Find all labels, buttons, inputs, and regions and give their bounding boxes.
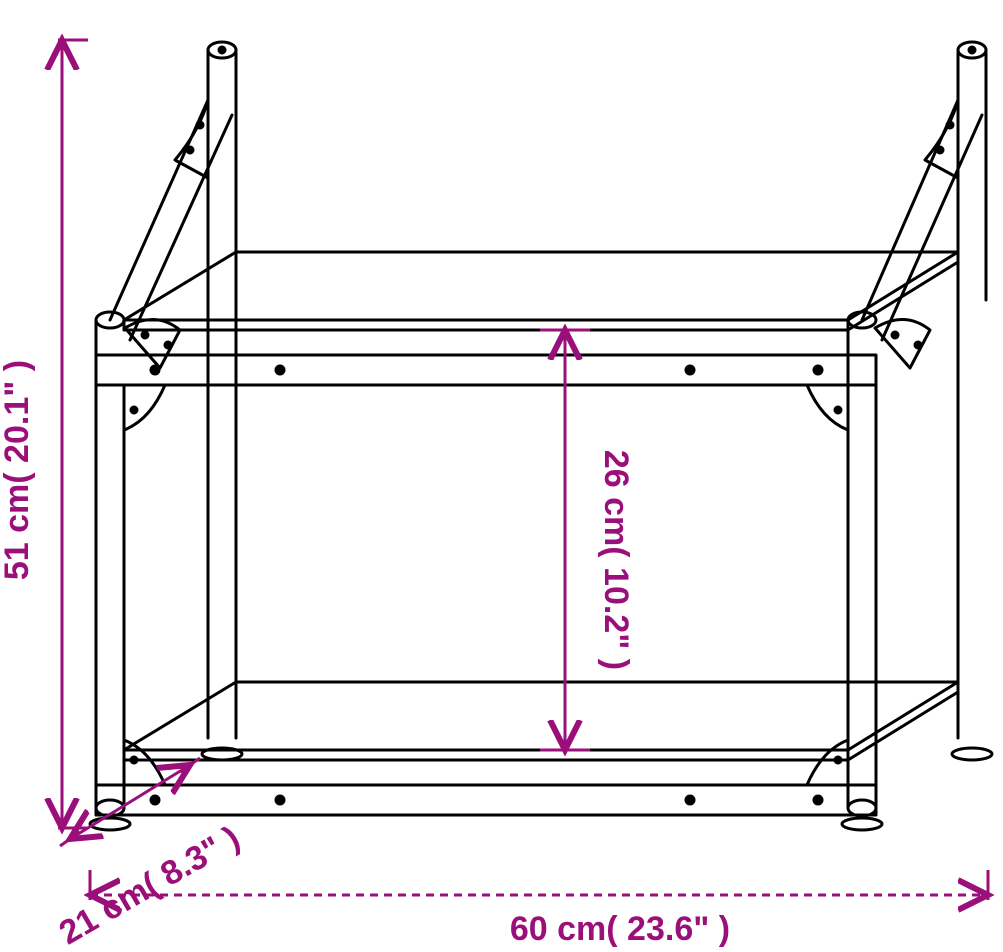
back-right-leg [958,42,986,738]
back-left-leg [208,42,236,738]
dim-width [90,870,988,900]
label-width: 60 cm( 23.6" ) [510,910,730,948]
label-depth: 21 cm( 8.3" ) [53,819,246,952]
screws-upper [151,366,822,374]
dimension-labels: 51 cm( 20.1" ) 21 cm( 8.3" ) 60 cm( 23.6… [0,360,730,952]
label-height: 51 cm( 20.1" ) [0,360,36,580]
left-brace [110,100,232,368]
technical-drawing: 51 cm( 20.1" ) 21 cm( 8.3" ) 60 cm( 23.6… [0,0,1003,952]
right-brace [862,100,982,368]
lower-brackets [124,740,848,785]
dim-inner [540,330,590,750]
shelf-structure [90,42,992,830]
dim-depth [60,758,200,846]
upper-brackets [124,385,848,430]
upper-shelf [96,252,958,385]
front-left-leg [96,312,124,816]
label-inner: 26 cm( 10.2" ) [597,450,635,670]
dim-height [58,40,88,828]
screws-lower [151,796,822,804]
